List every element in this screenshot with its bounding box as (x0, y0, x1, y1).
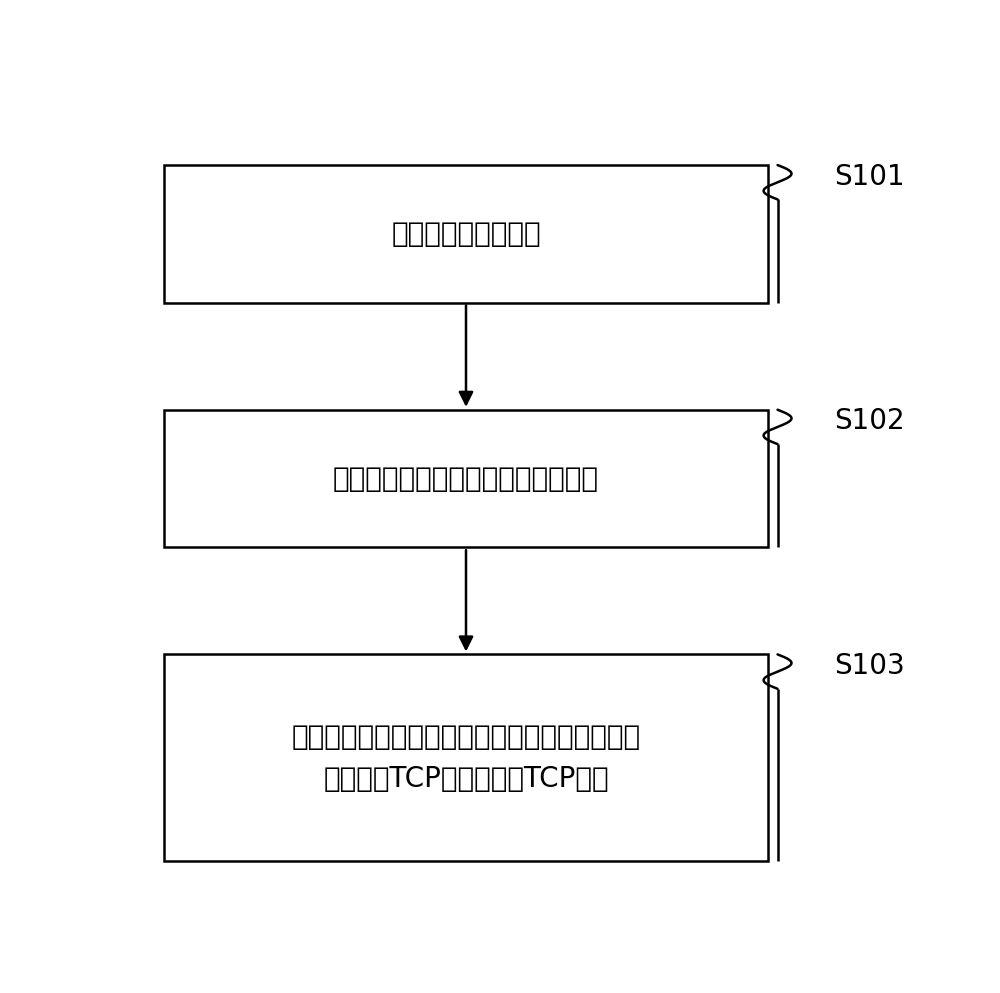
Text: 应用态去除测速数据包中的时间戳，并与测速服: 应用态去除测速数据包中的时间戳，并与测速服 (291, 723, 641, 751)
Text: S102: S102 (834, 407, 905, 435)
Bar (164, 165, 768, 303)
Bar (164, 654, 768, 861)
Text: 应用态接收测速参数: 应用态接收测速参数 (391, 219, 541, 248)
Bar (164, 410, 768, 547)
Text: 应用态从测速服务器下载测速数据包: 应用态从测速服务器下载测速数据包 (333, 465, 599, 493)
Text: 务器首次TCP交互，建立TCP连接: 务器首次TCP交互，建立TCP连接 (323, 765, 609, 792)
Text: S103: S103 (834, 651, 905, 680)
Text: S101: S101 (834, 163, 905, 191)
